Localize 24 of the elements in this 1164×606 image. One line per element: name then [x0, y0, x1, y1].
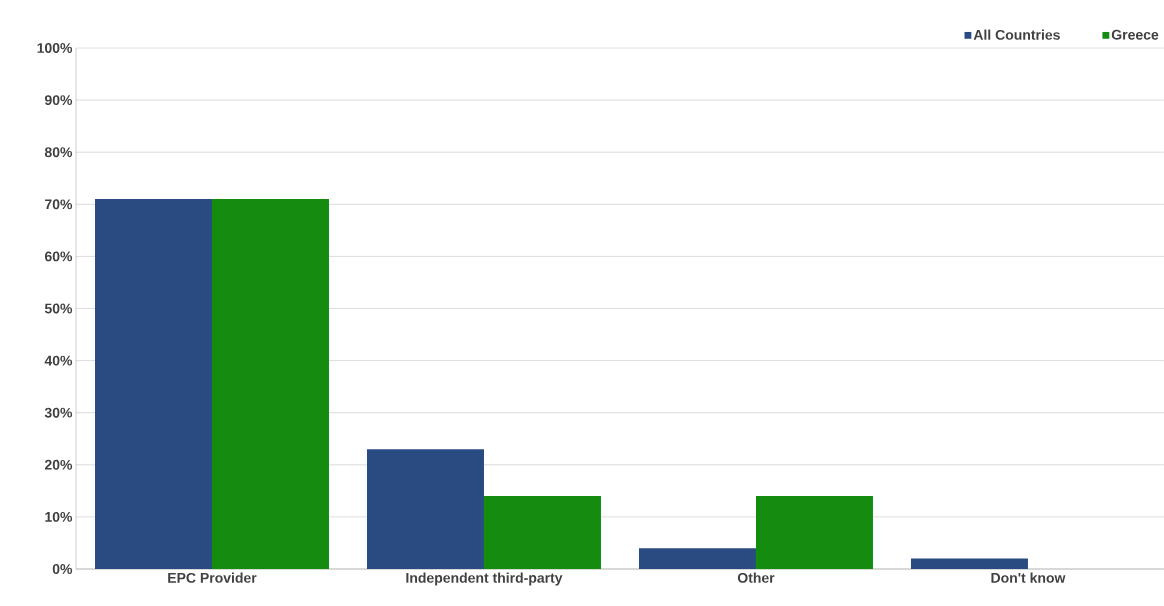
bar — [638, 548, 756, 569]
y-tick-label: 100% — [37, 43, 73, 53]
y-tick-label: 10% — [45, 511, 73, 522]
y-tick-label: 40% — [44, 355, 73, 366]
y-tick-label: 20% — [44, 459, 73, 470]
bar — [910, 558, 1028, 569]
y-tick-label: 0% — [52, 564, 73, 574]
x-tick-label: EPC Provider — [168, 572, 257, 583]
bar — [95, 199, 212, 569]
y-tick-label: 50% — [44, 303, 73, 314]
y-tick-label: 70% — [45, 199, 73, 210]
bar — [755, 496, 873, 569]
y-tick-label: 80% — [44, 147, 73, 158]
y-tick-label: 60% — [44, 251, 73, 262]
x-tick-label: Other — [737, 572, 775, 583]
legend-label: Greece — [1111, 29, 1159, 40]
bar — [483, 496, 601, 569]
y-tick-label: 90% — [44, 95, 73, 106]
legend-label: All Countries — [973, 29, 1060, 40]
x-tick-label: Don't know — [991, 572, 1066, 583]
x-tick-label: Independent third-party — [406, 572, 563, 586]
bar — [212, 199, 329, 569]
y-tick-label: 30% — [44, 407, 73, 418]
bar — [366, 449, 484, 569]
